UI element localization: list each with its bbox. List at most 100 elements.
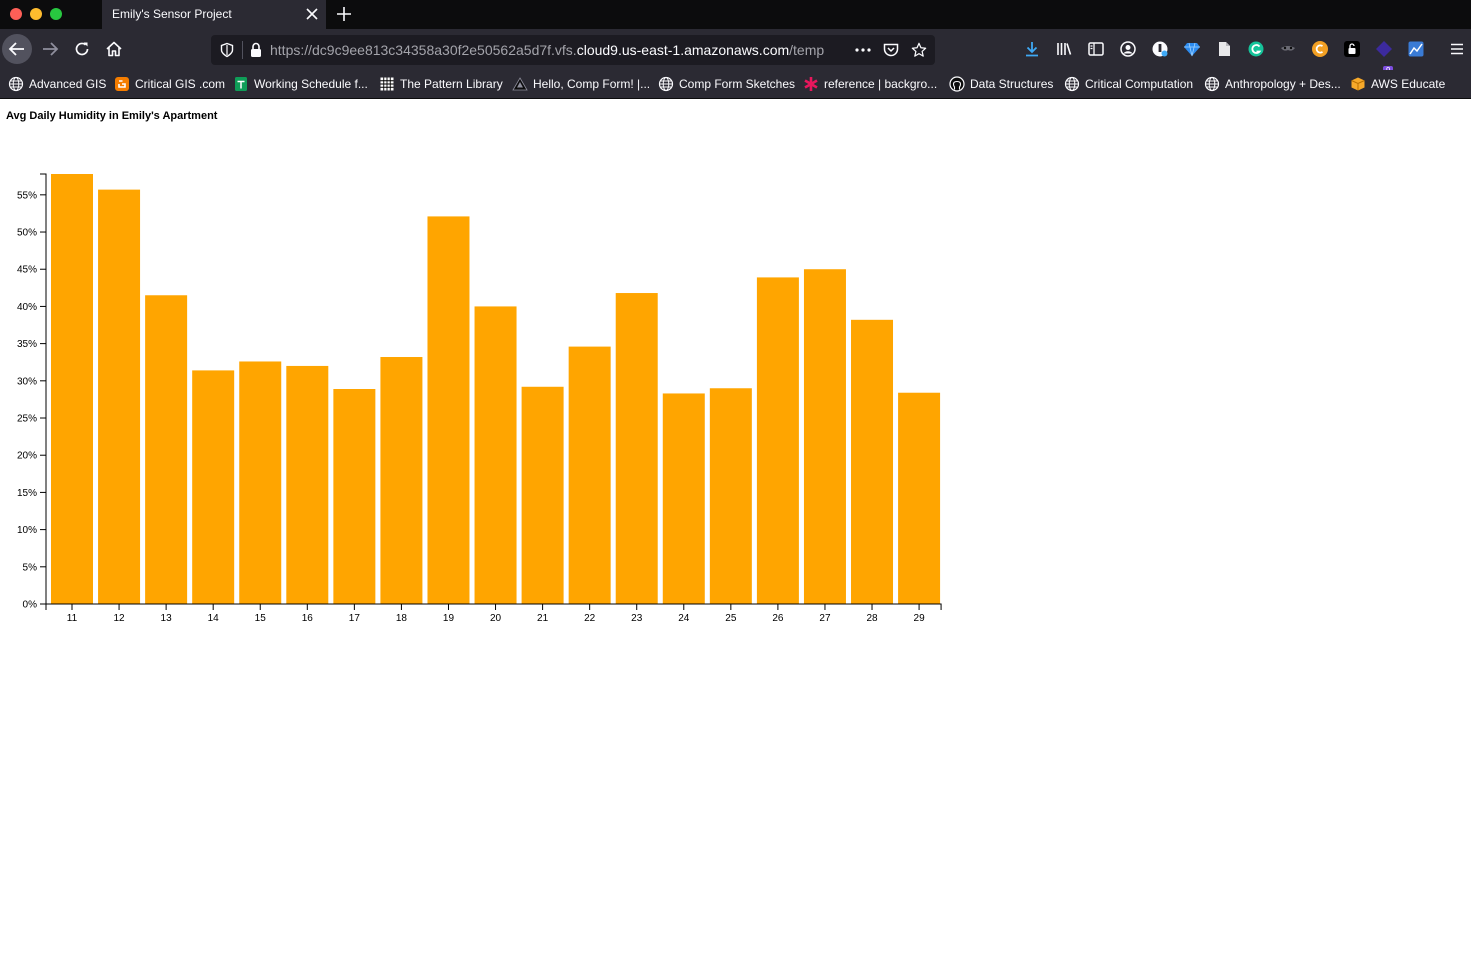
lock-extension-icon[interactable] — [1343, 40, 1361, 58]
y-tick-label: 45% — [17, 265, 37, 276]
y-tick-label: 55% — [17, 190, 37, 201]
x-tick-label: 16 — [302, 613, 314, 624]
x-tick-label: 17 — [349, 613, 361, 624]
bookmark-item[interactable]: The Pattern Library — [379, 76, 503, 92]
lock-icon[interactable] — [249, 42, 263, 58]
bookmark-label: reference | backgro... — [824, 77, 938, 91]
coin-extension-icon[interactable] — [1311, 40, 1329, 58]
bookmark-item[interactable]: Anthropology + Des... — [1204, 76, 1341, 92]
x-tick-label: 23 — [631, 613, 643, 624]
bookmark-item[interactable]: Comp Form Sketches — [658, 76, 795, 92]
gem-extension-icon[interactable] — [1183, 40, 1201, 58]
bookmark-label: AWS Educate — [1371, 77, 1446, 91]
blogger-icon — [114, 76, 130, 92]
bookmark-label: Data Structures — [970, 77, 1054, 91]
url-text[interactable]: https://dc9c9ee813c34358a30f2e50562a5d7f… — [270, 42, 848, 58]
humidity-bar-chart: 0% 5% 10% 15% 20% 25% 30% 35% 40% 45% 50% 55% 11 12 13… — [17, 173, 942, 624]
screenshot-extension-icon[interactable] — [1407, 40, 1425, 58]
x-tick-label: 25 — [725, 613, 737, 624]
url-prefix: https://dc9c9ee813c34358a30f2e50562a5d7f… — [270, 42, 577, 58]
y-tick-label: 0% — [23, 600, 38, 611]
x-tick-label: 29 — [914, 613, 926, 624]
x-tick-label: 28 — [866, 613, 878, 624]
bar-22 — [568, 346, 611, 604]
x-tick-label: 13 — [161, 613, 173, 624]
download-icon[interactable] — [1023, 40, 1041, 58]
bookmark-item[interactable]: Critical GIS .com — [114, 76, 225, 92]
bar-29 — [898, 392, 941, 604]
page-actions-more-icon[interactable] — [854, 42, 872, 58]
arrow-right-icon — [43, 42, 59, 56]
box-icon — [1350, 76, 1366, 92]
x-tick-label: 20 — [490, 613, 502, 624]
mask-extension-icon[interactable] — [1279, 40, 1297, 58]
bookmark-item[interactable]: Hello, Comp Form! |... — [512, 76, 650, 92]
grid-icon — [379, 76, 395, 92]
bookmark-item[interactable]: Critical Computation — [1064, 76, 1193, 92]
library-icon[interactable] — [1055, 40, 1073, 58]
bar-11 — [51, 174, 93, 604]
globe-icon — [1064, 76, 1080, 92]
bar-27 — [803, 269, 846, 604]
window-close-button[interactable] — [10, 8, 22, 20]
bookmark-label: Critical GIS .com — [135, 77, 226, 91]
back-button[interactable] — [2, 34, 32, 64]
url-bar[interactable]: https://dc9c9ee813c34358a30f2e50562a5d7f… — [211, 35, 935, 65]
x-axis-line — [45, 603, 942, 610]
bookmark-item[interactable]: Working Schedule f... — [233, 76, 368, 92]
x-tick-label: 19 — [443, 613, 455, 624]
password-manager-icon[interactable] — [1151, 40, 1169, 58]
reload-button[interactable] — [67, 34, 97, 64]
tab-close-icon[interactable] — [304, 6, 320, 22]
bookmark-label: Critical Computation — [1085, 77, 1194, 91]
x-tick-label: 14 — [208, 613, 220, 624]
bookmark-label: The Pattern Library — [400, 77, 503, 91]
y-tick-label: 40% — [17, 302, 37, 313]
bookmark-item[interactable]: reference | backgro... — [803, 76, 937, 92]
badge-extension-icon[interactable] — [1375, 40, 1393, 58]
account-icon[interactable] — [1119, 40, 1137, 58]
bookmark-item[interactable]: Advanced GIS — [8, 76, 106, 92]
forward-button[interactable] — [35, 34, 65, 64]
bookmark-label: Working Schedule f... — [254, 77, 368, 91]
pocket-icon[interactable] — [882, 42, 900, 58]
bar-15 — [239, 361, 282, 604]
grammarly-icon[interactable] — [1247, 40, 1265, 58]
x-tick-label: 18 — [396, 613, 408, 624]
bar-14 — [192, 370, 235, 604]
bookmarks-toolbar: Advanced GIS Critical GIS .com Working S… — [0, 70, 1471, 99]
x-tick-label: 26 — [772, 613, 784, 624]
bar-17 — [333, 389, 376, 604]
bookmark-item[interactable]: AWS Educate — [1350, 76, 1445, 92]
sheets-icon — [233, 76, 249, 92]
x-tick-label: 22 — [584, 613, 596, 624]
y-tick-label: 15% — [17, 488, 37, 499]
bookmark-item[interactable]: Data Structures — [949, 76, 1053, 92]
window-zoom-button[interactable] — [50, 8, 62, 20]
bar-25 — [709, 388, 752, 604]
document-icon[interactable] — [1215, 40, 1233, 58]
y-tick-label: 50% — [17, 228, 37, 239]
sidebar-icon[interactable] — [1087, 40, 1105, 58]
tab-title: Emily's Sensor Project — [112, 7, 232, 21]
globe-icon — [658, 76, 674, 92]
x-tick-label: 11 — [67, 613, 78, 624]
new-tab-icon[interactable] — [334, 4, 354, 24]
home-button[interactable] — [99, 34, 129, 64]
page-title: Avg Daily Humidity in Emily's Apartment — [6, 110, 218, 122]
bookmark-label: Comp Form Sketches — [679, 77, 796, 91]
x-tick-label: 15 — [255, 613, 267, 624]
y-tick-label: 10% — [17, 525, 37, 536]
reload-icon — [75, 42, 89, 56]
bookmark-star-icon[interactable] — [910, 42, 928, 58]
tracking-protection-shield-icon[interactable] — [219, 42, 235, 58]
x-tick-label: 24 — [678, 613, 690, 624]
bar-12 — [98, 189, 141, 604]
window-minimize-button[interactable] — [30, 8, 42, 20]
tab-active[interactable]: Emily's Sensor Project — [102, 0, 326, 29]
menu-icon[interactable] — [1448, 40, 1466, 58]
y-tick-label: 20% — [17, 451, 37, 462]
bar-13 — [145, 295, 188, 604]
url-separator — [242, 41, 243, 59]
navigation-toolbar: https://dc9c9ee813c34358a30f2e50562a5d7f… — [0, 29, 1471, 76]
